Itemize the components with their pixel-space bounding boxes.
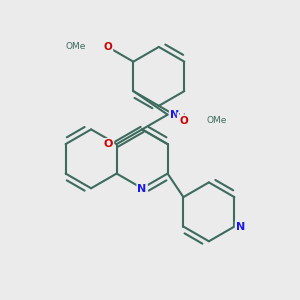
Text: N: N — [236, 222, 245, 232]
Text: N: N — [170, 110, 179, 120]
Text: O: O — [103, 42, 112, 52]
Text: O: O — [104, 139, 113, 149]
Text: OMe: OMe — [65, 42, 86, 51]
Text: O: O — [180, 116, 189, 126]
Text: OMe: OMe — [206, 116, 227, 125]
Text: H: H — [178, 113, 186, 123]
Text: N: N — [137, 184, 147, 194]
